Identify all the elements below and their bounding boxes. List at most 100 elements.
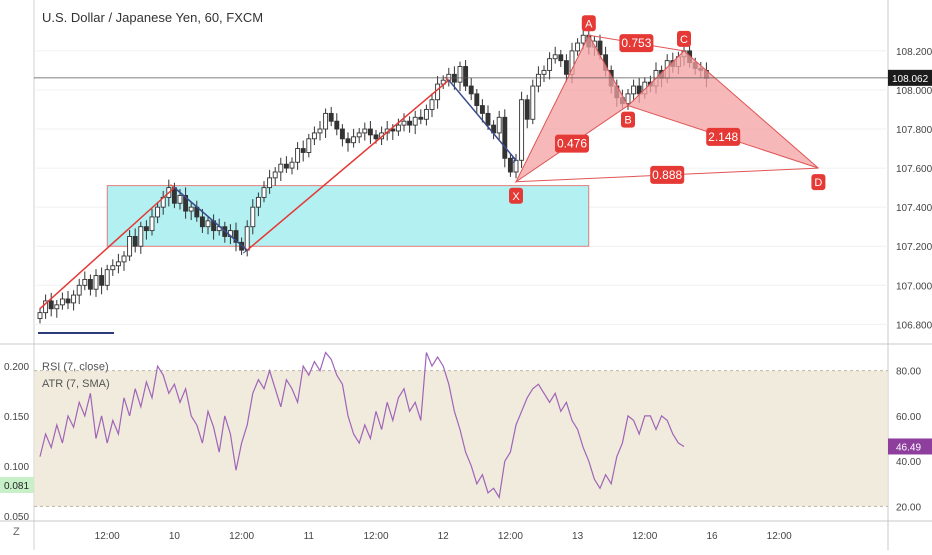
candle-body — [300, 148, 306, 153]
candle-body — [345, 138, 351, 144]
candle-body — [468, 85, 474, 95]
candle-body — [205, 220, 211, 228]
pattern-point-c: C — [677, 30, 691, 47]
pattern-point-x: X — [509, 187, 523, 204]
candle-body — [143, 226, 149, 232]
trendline-arrow — [242, 246, 249, 254]
candle-body — [407, 120, 413, 126]
svg-text:B: B — [624, 115, 631, 127]
candle-body — [295, 148, 301, 163]
svg-text:C: C — [680, 34, 688, 46]
ratio-badge: 0.753 — [619, 34, 654, 53]
candle-body — [435, 83, 441, 101]
atr-tick-label: 0.200 — [4, 362, 29, 373]
candle-body — [261, 187, 267, 198]
candle-body — [188, 206, 194, 212]
svg-text:0.888: 0.888 — [652, 168, 682, 182]
candle-body — [115, 261, 121, 267]
svg-text:0.753: 0.753 — [621, 36, 651, 50]
candle-body — [580, 34, 586, 44]
candle-body — [367, 128, 373, 136]
price-tick-label: 107.200 — [896, 242, 932, 253]
price-tick-label: 108.200 — [896, 47, 932, 58]
candle-body — [138, 226, 144, 247]
price-tick-label: 106.800 — [896, 320, 932, 331]
candle-body — [99, 275, 105, 286]
candle-body — [429, 99, 435, 110]
time-tick-label: 12:00 — [632, 531, 657, 542]
timezone-z-icon[interactable]: Z — [13, 526, 20, 538]
candle-body — [457, 66, 463, 83]
candle-body — [323, 112, 329, 130]
svg-text:0.476: 0.476 — [557, 137, 587, 151]
atr-label: ATR (7, SMA) — [42, 378, 110, 390]
trendline[interactable] — [448, 79, 517, 161]
candle-body — [479, 105, 485, 114]
candle-body — [563, 60, 569, 75]
ratio-badge: 0.476 — [555, 134, 589, 153]
candle-body — [625, 93, 631, 105]
candle-body — [43, 300, 49, 314]
candle-body — [278, 163, 284, 173]
candle-body — [244, 226, 250, 251]
candle-body — [401, 120, 407, 126]
trendline[interactable] — [39, 187, 175, 310]
price-tick-label: 107.400 — [896, 203, 932, 214]
candle-body — [306, 138, 312, 153]
candle-body — [255, 196, 261, 208]
rsi-value-tag — [888, 438, 932, 455]
candle-body — [496, 116, 502, 134]
atr-tick-label: 0.050 — [4, 512, 29, 523]
candle-body — [87, 278, 93, 290]
candle-body — [233, 230, 239, 243]
candle-body — [356, 132, 362, 138]
candle-body — [93, 275, 99, 290]
pattern-point-a: A — [581, 15, 596, 32]
candle-body — [558, 54, 564, 62]
atr-value-tag — [0, 477, 34, 493]
trendline[interactable] — [173, 187, 248, 251]
candle-body — [250, 206, 256, 228]
time-tick-label: 12:00 — [363, 531, 388, 542]
candle-body — [631, 85, 637, 95]
candle-body — [535, 73, 541, 87]
candle-body — [267, 177, 273, 189]
last-price-tag — [888, 69, 932, 86]
candle-body — [65, 298, 71, 304]
candle-body — [183, 194, 189, 212]
trendline[interactable] — [246, 79, 450, 251]
candle-body — [474, 93, 480, 107]
last-price-value: 108.062 — [892, 74, 929, 85]
candle-body — [423, 109, 429, 120]
ratio-badge: 2.148 — [706, 127, 741, 146]
candle-body — [132, 236, 138, 247]
price-tick-label: 107.800 — [896, 125, 932, 136]
candle-body — [272, 171, 278, 179]
candle-body — [155, 206, 161, 218]
candle-body — [328, 112, 334, 122]
time-tick-label: 12 — [438, 531, 450, 542]
candle-body — [71, 294, 77, 304]
atr-value: 0.081 — [4, 481, 29, 492]
rsi-tick-label: 80.00 — [896, 367, 921, 378]
candle-body — [530, 85, 536, 120]
candle-body — [636, 85, 642, 95]
candle-body — [121, 255, 127, 263]
candle-body — [507, 157, 513, 173]
atr-tick-label: 0.150 — [4, 412, 29, 423]
candle-body — [334, 120, 340, 130]
rsi-band — [34, 370, 888, 507]
rsi-label: RSI (7, close) — [42, 361, 109, 373]
candle-body — [547, 58, 553, 71]
candle-body — [541, 69, 547, 75]
rsi-line — [39, 351, 685, 500]
candle-body — [311, 132, 317, 140]
time-tick-label: 12:00 — [229, 531, 254, 542]
candle-body — [48, 300, 54, 310]
symbol-title: U.S. Dollar / Japanese Yen, 60, FXCM — [42, 10, 263, 25]
candle-body — [104, 269, 110, 286]
candle-body — [283, 163, 289, 169]
atr-tick-label: 0.100 — [4, 462, 29, 473]
